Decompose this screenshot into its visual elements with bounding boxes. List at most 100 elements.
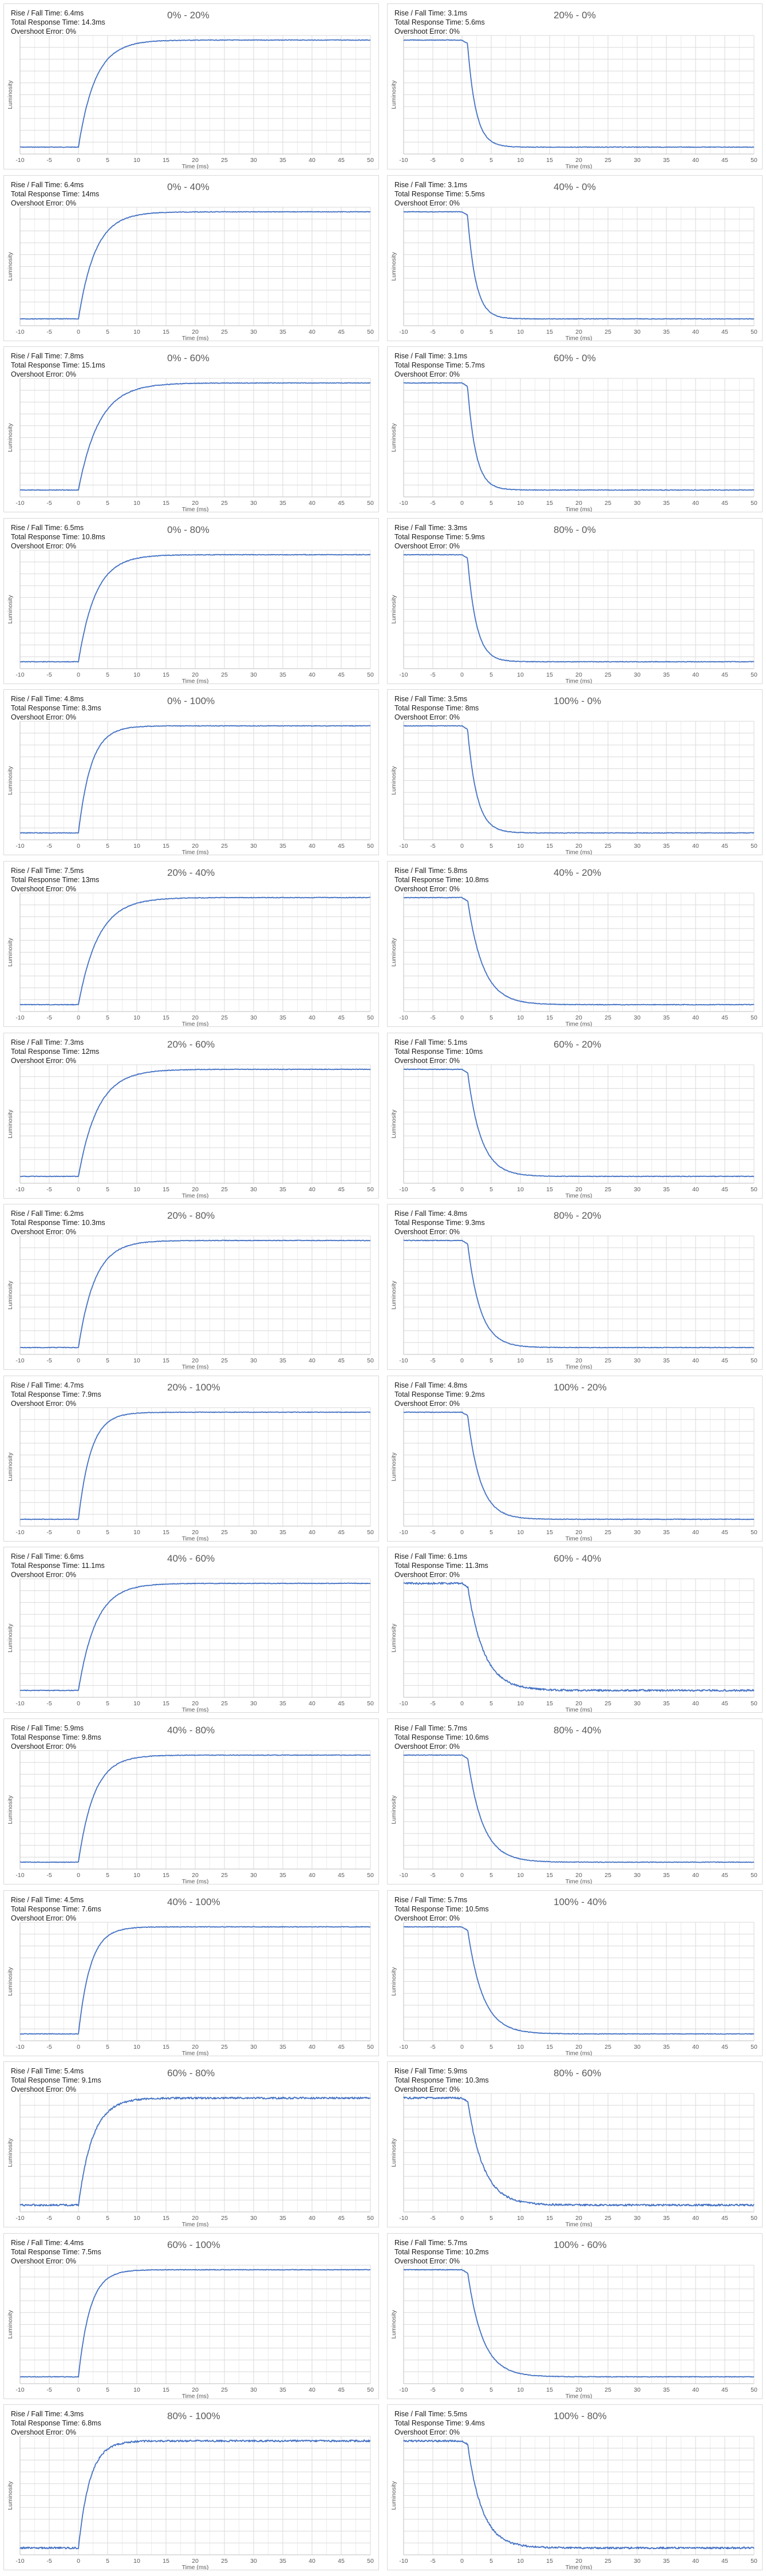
- x-tick-label: -10: [399, 1357, 408, 1364]
- x-tick-label: 40: [309, 1529, 315, 1536]
- chart-title: 40% - 20%: [554, 867, 602, 878]
- x-tick-label: -10: [15, 2044, 24, 2050]
- x-axis-label: Time (ms): [182, 678, 209, 684]
- x-tick-label: 0: [77, 500, 80, 507]
- x-tick-label: -5: [430, 671, 435, 678]
- x-tick-label: 25: [605, 671, 611, 678]
- x-tick-label: 45: [721, 2387, 728, 2393]
- x-tick-label: 10: [517, 1529, 524, 1536]
- x-tick-label: 50: [367, 1186, 374, 1193]
- x-tick-label: 30: [250, 2215, 257, 2222]
- x-tick-label: 35: [663, 1186, 670, 1193]
- x-tick-label: 0: [77, 1872, 80, 1879]
- x-tick-label: 20: [192, 843, 199, 850]
- x-tick-label: 35: [663, 1014, 670, 1021]
- x-tick-label: 20: [575, 1014, 582, 1021]
- response-stats: Rise / Fall Time: 6.6ms Total Response Ti…: [11, 1552, 105, 1579]
- chart-svg: -10 -5 0 5 10 15 20 25 30 35 40 45 50 Time (ms) Lumino…: [7, 721, 374, 855]
- chart-panel: Rise / Fall Time: 3.3ms Total Response Ti…: [387, 518, 763, 684]
- x-tick-label: -10: [399, 2387, 408, 2393]
- response-stats: Rise / Fall Time: 3.3ms Total Response Ti…: [394, 523, 485, 551]
- x-tick-label: 10: [133, 671, 140, 678]
- x-tick-label: 25: [221, 329, 228, 335]
- response-stats: Rise / Fall Time: 4.7ms Total Response Ti…: [11, 1381, 101, 1408]
- response-curve: [403, 725, 755, 834]
- chart-title: 60% - 0%: [554, 353, 596, 364]
- x-tick-label: 25: [221, 157, 228, 164]
- x-tick-label: 40: [692, 843, 699, 850]
- x-tick-label: 10: [133, 843, 140, 850]
- x-tick-label: 10: [517, 2387, 524, 2393]
- rise-fall-time: Rise / Fall Time: 3.1ms: [394, 181, 468, 189]
- y-axis-label: Luminosity: [390, 1109, 397, 1139]
- x-tick-label: 10: [133, 2215, 140, 2222]
- x-tick-label: 0: [77, 329, 80, 335]
- x-tick-label: -5: [46, 329, 52, 335]
- x-tick-label: 35: [663, 1529, 670, 1536]
- chart-title: 0% - 100%: [167, 696, 215, 706]
- x-tick-label: 50: [367, 671, 374, 678]
- x-tick-label: 15: [163, 1357, 169, 1364]
- response-curve: [403, 382, 755, 491]
- x-tick-label: 25: [221, 2044, 228, 2050]
- x-tick-label: 5: [106, 2387, 109, 2393]
- x-tick-label: 5: [106, 1186, 109, 1193]
- x-tick-label: 35: [279, 1357, 286, 1364]
- chart-panel: Rise / Fall Time: 5.7ms Total Response Ti…: [387, 1890, 763, 2056]
- chart-title: 20% - 100%: [167, 1382, 220, 1393]
- x-tick-label: 50: [751, 1014, 757, 1021]
- x-tick-label: 15: [546, 1872, 553, 1879]
- x-tick-label: 30: [634, 500, 641, 507]
- chart-panel: Rise / Fall Time: 3.1ms Total Response Ti…: [387, 346, 763, 512]
- x-tick-label: 35: [663, 157, 670, 164]
- x-tick-label: 5: [489, 500, 493, 507]
- chart-title: 40% - 80%: [167, 1725, 215, 1736]
- response-curve: [19, 39, 371, 148]
- x-tick-label: 45: [721, 843, 728, 850]
- x-tick-label: 35: [279, 500, 286, 507]
- x-tick-label: 30: [250, 329, 257, 335]
- x-tick-label: 45: [338, 1014, 345, 1021]
- chart-svg: -10 -5 0 5 10 15 20 25 30 35 40 45 50 Time (ms) Lumino…: [7, 1922, 374, 2056]
- chart-svg: -10 -5 0 5 10 15 20 25 30 35 40 45 50 Time (ms) Lumino…: [390, 35, 757, 169]
- y-axis-label: Luminosity: [7, 1623, 14, 1653]
- x-tick-label: 10: [133, 2044, 140, 2050]
- x-tick-label: 20: [192, 1872, 199, 1879]
- response-stats: Rise / Fall Time: 4.3ms Total Response Ti…: [11, 2409, 101, 2437]
- rise-fall-time: Rise / Fall Time: 6.4ms: [11, 181, 84, 189]
- x-tick-label: 30: [634, 2044, 641, 2050]
- y-axis-label: Luminosity: [7, 2138, 14, 2167]
- x-tick-label: -10: [15, 1357, 24, 1364]
- x-tick-label: 30: [250, 1700, 257, 1707]
- x-tick-label: 25: [221, 1529, 228, 1536]
- rise-fall-time: Rise / Fall Time: 4.8ms: [394, 1210, 468, 1218]
- x-tick-label: -5: [430, 843, 435, 850]
- x-tick-label: 40: [692, 1357, 699, 1364]
- x-tick-label: 25: [605, 500, 611, 507]
- total-response-time: Total Response Time: 13ms: [11, 876, 100, 884]
- x-tick-label: 45: [338, 1357, 345, 1364]
- response-curve: [403, 1926, 755, 2035]
- x-tick-label: 45: [338, 2215, 345, 2222]
- x-tick-label: -5: [46, 671, 52, 678]
- x-tick-label: 40: [692, 1700, 699, 1707]
- x-tick-label: 20: [575, 500, 582, 507]
- x-tick-label: 50: [367, 2558, 374, 2565]
- x-tick-label: -10: [399, 1186, 408, 1193]
- total-response-time: Total Response Time: 7.9ms: [11, 1390, 101, 1398]
- overshoot-error: Overshoot Error: 0%: [11, 1400, 76, 1408]
- overshoot-error: Overshoot Error: 0%: [11, 1571, 76, 1579]
- chart-panel: Rise / Fall Time: 6.1ms Total Response Ti…: [387, 1547, 763, 1713]
- x-tick-label: 35: [279, 1700, 286, 1707]
- x-tick-label: 30: [250, 1357, 257, 1364]
- x-tick-label: 35: [279, 1186, 286, 1193]
- x-tick-label: -10: [399, 1014, 408, 1021]
- x-tick-label: 25: [221, 2387, 228, 2393]
- y-axis-label: Luminosity: [7, 423, 14, 452]
- x-tick-label: -5: [46, 2215, 52, 2222]
- x-tick-label: -10: [399, 1872, 408, 1879]
- chart-title: 100% - 80%: [554, 2411, 607, 2421]
- x-tick-label: 0: [77, 1700, 80, 1707]
- chart-panel: Rise / Fall Time: 4.5ms Total Response Ti…: [3, 1890, 379, 2056]
- chart-svg: -10 -5 0 5 10 15 20 25 30 35 40 45 50 Time (ms) Lumino…: [390, 378, 757, 512]
